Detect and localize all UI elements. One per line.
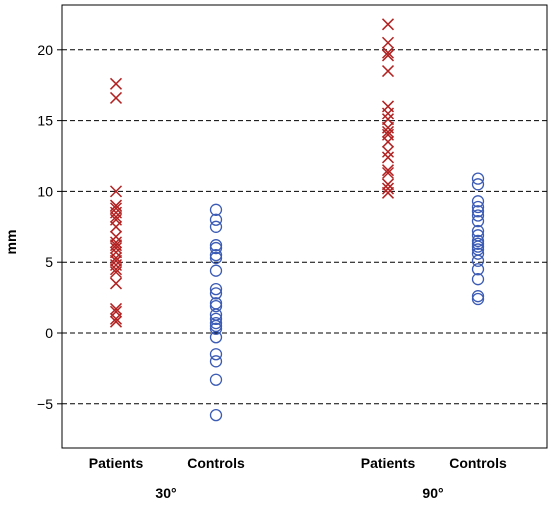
data-point-circle — [209, 299, 223, 313]
data-point-circle — [209, 248, 223, 262]
y-tick-label: 20 — [37, 42, 53, 58]
data-point-circle — [471, 200, 485, 214]
data-point-circle — [471, 273, 485, 286]
data-point-x — [109, 230, 123, 243]
data-point-x — [381, 36, 395, 49]
category-labels: Patients Controls Patients Controls — [89, 455, 507, 471]
group-label: 90° — [422, 485, 443, 501]
data-point-x — [381, 18, 395, 31]
data-point-circle — [471, 292, 485, 306]
data-point-x — [381, 182, 395, 195]
y-axis-ticks: 20 15 10 5 0 −5 — [37, 42, 62, 412]
plot-frame — [61, 4, 548, 449]
data-point-circle — [471, 178, 485, 191]
y-tick-label: −5 — [37, 396, 53, 412]
category-label: Controls — [449, 455, 507, 471]
data-point-circle — [209, 282, 223, 296]
grid-lines — [62, 49, 547, 405]
data-point-x — [381, 107, 395, 120]
data-point-x — [109, 91, 123, 104]
data-point-circle — [471, 195, 485, 208]
data-point-x — [381, 164, 395, 177]
data-point-x — [381, 49, 395, 62]
data-point-x — [109, 185, 123, 198]
data-point-circle — [209, 355, 223, 368]
data-point-x — [381, 178, 395, 191]
data-point-circle — [209, 312, 223, 325]
data-point-x — [109, 220, 123, 233]
data-point-x — [109, 302, 123, 315]
data-point-circle — [471, 254, 485, 267]
data-point-circle — [471, 209, 485, 222]
data-point-x — [381, 145, 395, 158]
group-label: 30° — [155, 485, 176, 501]
data-point-circle — [471, 237, 485, 250]
data-point-circle — [471, 214, 485, 228]
data-point-x — [109, 312, 123, 325]
data-point-circle — [209, 251, 223, 265]
data-point-circle — [209, 239, 223, 252]
data-point-circle — [209, 287, 223, 300]
data-point-circle — [209, 316, 223, 330]
y-tick-label: 0 — [45, 325, 53, 341]
data-point-circle — [471, 205, 485, 218]
data-point-circle — [209, 408, 223, 422]
data-point-circle — [209, 348, 223, 361]
data-point-circle — [209, 331, 223, 344]
data-point-x — [109, 263, 123, 276]
data-point-x — [109, 246, 123, 259]
y-tick-label: 15 — [37, 113, 53, 129]
data-point-x — [109, 266, 123, 279]
data-point-x — [381, 113, 395, 126]
data-point-x — [381, 65, 395, 78]
data-point-x — [381, 46, 395, 59]
category-label: Patients — [89, 455, 144, 471]
data-point-x — [109, 236, 123, 249]
data-point-circle — [209, 322, 223, 335]
data-point-circle — [471, 234, 485, 248]
data-points — [109, 18, 485, 422]
data-point-x — [381, 166, 395, 180]
data-point-x — [109, 77, 123, 90]
data-point-x — [109, 202, 123, 215]
data-point-circle — [471, 172, 485, 185]
data-point-circle — [471, 263, 485, 276]
data-point-x — [109, 242, 123, 255]
data-point-circle — [471, 290, 485, 303]
data-point-x — [381, 186, 395, 199]
data-point-x — [109, 210, 123, 223]
category-label: Patients — [361, 455, 416, 471]
data-point-circle — [209, 220, 223, 233]
category-label: Controls — [187, 455, 245, 471]
data-point-x — [109, 254, 123, 267]
data-point-circle — [209, 373, 223, 386]
group-labels: 30° 90° — [155, 485, 443, 501]
y-tick-label: 5 — [45, 254, 53, 270]
data-point-circle — [209, 213, 223, 226]
data-point-x — [109, 315, 123, 328]
y-tick-label: 10 — [37, 183, 53, 199]
data-point-circle — [471, 247, 485, 260]
y-axis-title: mm — [3, 230, 19, 255]
data-point-x — [109, 277, 123, 290]
data-point-x — [381, 125, 395, 138]
data-point-circle — [209, 203, 223, 216]
data-point-circle — [471, 224, 485, 238]
data-point-x — [381, 135, 395, 148]
data-point-circle — [209, 241, 223, 255]
data-point-circle — [471, 240, 485, 253]
data-point-circle — [209, 264, 223, 277]
data-point-x — [381, 151, 395, 164]
